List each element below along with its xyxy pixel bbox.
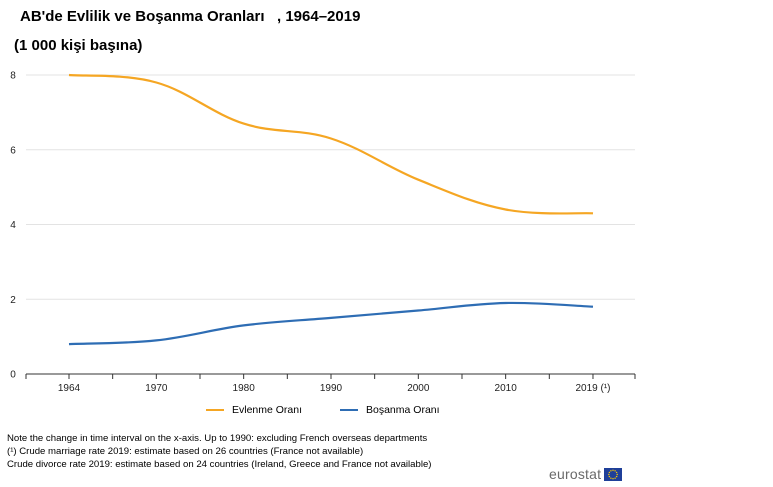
eurostat-logo: eurostat — [549, 466, 623, 482]
footnote-line: (¹) Crude marriage rate 2019: estimate b… — [7, 446, 364, 457]
legend-item-divorce: Boşanma Oranı — [340, 404, 440, 416]
x-tick-label: 2010 — [495, 383, 518, 394]
x-axis-ticks: 1964 1970 1980 1990 2000 2010 2019 (¹) — [25, 374, 636, 394]
eu-star — [610, 476, 612, 479]
y-tick-label: 2 — [10, 295, 16, 306]
footnote-line: Crude divorce rate 2019: estimate based … — [7, 459, 432, 470]
y-tick-label: 4 — [10, 220, 16, 231]
eu-star — [610, 469, 612, 472]
eu-star — [616, 473, 619, 475]
y-tick-label: 6 — [10, 145, 16, 156]
legend-swatch-marriage — [206, 409, 224, 411]
eu-star — [616, 471, 618, 473]
eu-star — [608, 475, 611, 477]
logo-text: eurostat — [549, 466, 602, 482]
footnotes: Note the change in time interval on the … — [7, 432, 432, 471]
divorce-rate-line — [68, 301, 594, 346]
legend-label-marriage: Evlenme Oranı — [232, 404, 303, 416]
chart-title: AB'de Evlilik ve Boşanma Oranları , 1964… — [20, 8, 361, 25]
legend-swatch-divorce — [340, 409, 358, 411]
chart-subtitle: (1 000 kişi başına) — [14, 37, 143, 54]
x-tick-label: 1970 — [145, 383, 168, 394]
legend: Evlenme Oranı Boşanma Oranı — [0, 404, 773, 420]
line-chart: 0 2 4 6 8 1964 1970 1980 1990 2000 2010 2019 (¹) — [10, 71, 636, 394]
eu-star — [612, 477, 614, 479]
footnote-line: Note the change in time interval on the … — [7, 433, 428, 444]
x-tick-label: 1990 — [320, 383, 343, 394]
eu-flag-icon — [604, 467, 623, 481]
eu-stars-icon — [608, 469, 619, 479]
eu-star — [614, 469, 616, 472]
x-tick-label: 2019 (¹) — [575, 383, 610, 394]
eu-star — [616, 475, 618, 477]
x-tick-label: 1964 — [58, 383, 81, 394]
grid-lines — [26, 74, 635, 300]
marriage-rate-line — [68, 73, 594, 215]
eu-star — [608, 471, 611, 473]
legend-item-marriage: Evlenme Oranı — [206, 404, 302, 416]
y-axis-ticks: 0 2 4 6 8 — [10, 71, 16, 381]
eu-star — [614, 476, 616, 479]
series-lines — [68, 73, 594, 346]
eu-star — [612, 469, 614, 471]
x-tick-label: 1980 — [233, 383, 256, 394]
eu-star — [608, 473, 610, 475]
y-tick-label: 8 — [10, 71, 16, 82]
y-tick-label: 0 — [10, 370, 16, 381]
legend-label-divorce: Boşanma Oranı — [366, 404, 440, 416]
x-tick-label: 2000 — [407, 383, 430, 394]
